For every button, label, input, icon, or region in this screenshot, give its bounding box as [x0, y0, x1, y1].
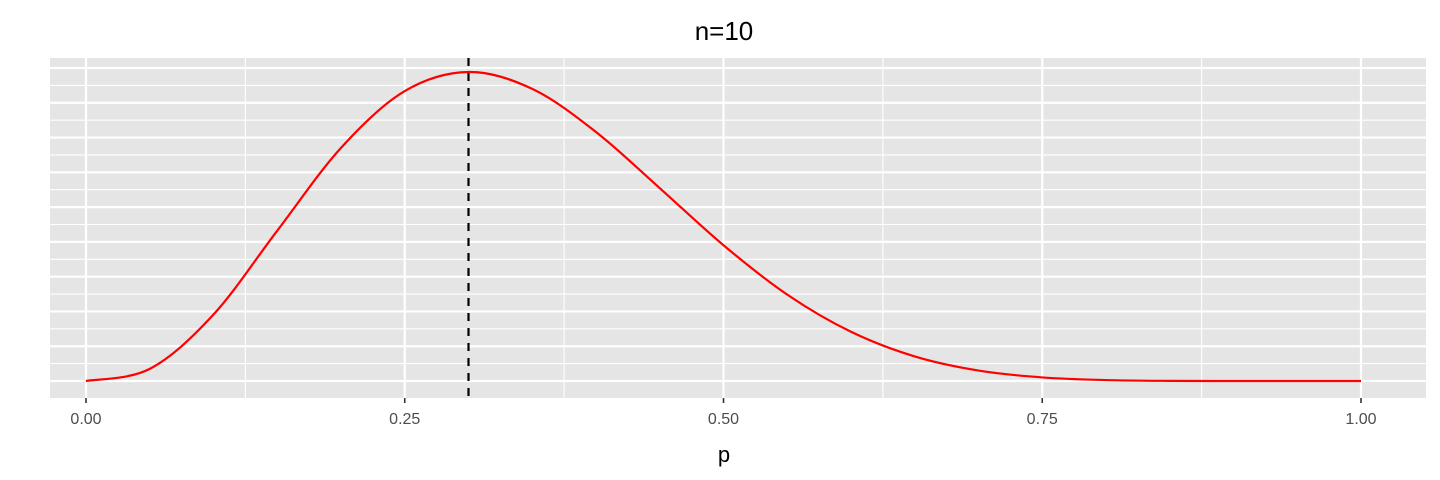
likelihood-curve — [85, 70, 1361, 383]
curve-layer — [85, 70, 1361, 383]
x-tick-label: 0.50 — [708, 411, 739, 428]
x-axis-ticks: 0.00 0.25 0.50 0.75 1.00 — [70, 398, 1377, 428]
x-tick-label: 0.75 — [1027, 411, 1058, 428]
x-axis-title: p — [718, 442, 730, 467]
x-tick-label: 0.25 — [389, 411, 420, 428]
chart-title: n=10 — [695, 16, 754, 46]
x-tick-label: 0.00 — [70, 411, 101, 428]
minor-gridlines — [50, 58, 1426, 398]
x-tick-label: 1.00 — [1345, 411, 1376, 428]
